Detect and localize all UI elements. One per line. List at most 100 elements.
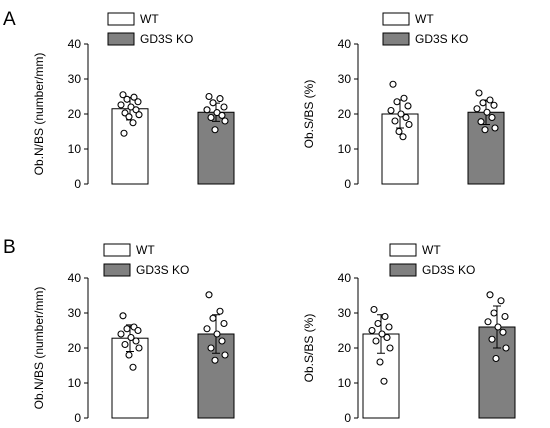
legend-label-ko: GD3S KO <box>415 32 468 46</box>
data-point <box>483 108 491 116</box>
y-tick-label: 10 <box>68 376 82 390</box>
data-point <box>220 319 228 328</box>
legend-swatch-ko <box>382 32 410 46</box>
data-point <box>216 307 224 315</box>
panel-letter-a: A <box>3 9 16 30</box>
charts-container: 0 10 20 30 40 Ob.N/BS (number/mm) WT GD3S KO 0 10… <box>32 12 516 425</box>
data-point <box>125 351 133 359</box>
data-point <box>203 106 211 114</box>
y-tick-label: 10 <box>68 142 82 156</box>
data-point <box>402 113 410 122</box>
data-point <box>207 344 215 352</box>
data-point <box>399 133 407 141</box>
data-point <box>386 344 394 352</box>
legend-label-wt: WT <box>136 243 155 257</box>
legend-label-wt: WT <box>140 12 159 26</box>
data-point <box>391 117 399 125</box>
data-point <box>488 335 496 343</box>
data-point <box>132 337 140 345</box>
data-point <box>129 119 137 127</box>
data-point <box>117 101 125 109</box>
data-point <box>378 330 386 338</box>
data-point <box>129 363 137 371</box>
data-point <box>490 101 498 109</box>
y-tick-label: 40 <box>68 37 82 51</box>
y-axis-label: Ob.S/BS (%) <box>302 314 316 383</box>
legend-label-wt: WT <box>422 243 441 257</box>
y-tick-label: 40 <box>68 271 82 285</box>
legend-swatch-ko <box>389 263 417 277</box>
legend-swatch-ko <box>107 32 135 46</box>
data-point <box>397 110 405 118</box>
data-point <box>205 92 213 101</box>
data-point <box>117 330 125 338</box>
legend-swatch-wt <box>103 243 131 257</box>
y-tick-label: 10 <box>338 376 352 390</box>
y-tick-label: 20 <box>338 341 352 355</box>
data-point <box>134 98 142 106</box>
legend-label-ko: GD3S KO <box>136 263 189 277</box>
data-point <box>127 333 135 342</box>
data-point <box>211 356 219 364</box>
data-point <box>221 351 229 359</box>
data-point <box>404 102 412 110</box>
y-tick-label: 0 <box>344 411 351 425</box>
y-tick-label: 10 <box>338 142 352 156</box>
chart-0: 0 10 20 30 40 Ob.N/BS (number/mm) WT GD3S KO <box>32 12 235 191</box>
data-point <box>216 95 224 103</box>
data-point <box>383 333 391 342</box>
data-point <box>486 291 494 299</box>
data-point <box>389 80 397 88</box>
legend-swatch-wt <box>382 12 410 26</box>
y-tick-label: 0 <box>74 177 81 191</box>
data-point <box>479 99 487 107</box>
data-point <box>218 111 226 119</box>
data-point <box>119 312 127 320</box>
data-point <box>405 120 413 129</box>
data-point <box>488 113 496 122</box>
data-point <box>499 328 507 336</box>
legend-label-ko: GD3S KO <box>140 32 193 46</box>
data-point <box>395 127 403 136</box>
data-point <box>203 325 211 333</box>
data-point <box>490 309 498 317</box>
data-point <box>132 106 140 114</box>
legend-label-wt: WT <box>415 12 434 26</box>
y-tick-label: 30 <box>338 72 352 86</box>
data-point <box>494 323 502 331</box>
data-point <box>385 323 393 331</box>
chart-1: 0 10 20 30 40 Ob.S/BS (%) WT GD3S KO <box>302 12 505 191</box>
data-point <box>130 93 138 101</box>
data-point <box>123 95 131 103</box>
chart-2: 0 10 20 30 40 Ob.N/BS (number/mm) WT GD3S KO <box>32 243 235 425</box>
data-point <box>125 113 133 121</box>
panel-letter-b: B <box>3 237 16 258</box>
data-point <box>135 344 143 352</box>
y-axis-label: Ob.S/BS (%) <box>302 80 316 149</box>
data-point <box>135 111 143 119</box>
data-point <box>376 358 384 366</box>
data-point <box>209 314 217 322</box>
data-point <box>491 124 499 132</box>
data-point <box>120 129 128 137</box>
chart-3: 0 10 20 30 40 Ob.S/BS (%) WT GD3S KO <box>302 243 516 425</box>
data-point <box>368 326 376 335</box>
data-point <box>207 113 215 122</box>
data-point <box>473 105 481 113</box>
data-point <box>477 118 485 126</box>
y-tick-label: 0 <box>344 177 351 191</box>
data-point <box>134 326 142 335</box>
data-point <box>213 330 221 338</box>
bar-ko <box>197 111 235 185</box>
legend-swatch-ko <box>103 263 131 277</box>
y-tick-label: 20 <box>338 107 352 121</box>
legend-swatch-wt <box>107 12 135 26</box>
data-point <box>370 305 378 314</box>
y-axis-label: Ob.N/BS (number/mm) <box>32 287 46 410</box>
data-point <box>400 94 408 102</box>
data-point <box>501 312 509 321</box>
data-point <box>387 106 395 115</box>
y-tick-label: 30 <box>68 72 82 86</box>
data-point <box>492 354 500 363</box>
data-point <box>119 91 127 99</box>
